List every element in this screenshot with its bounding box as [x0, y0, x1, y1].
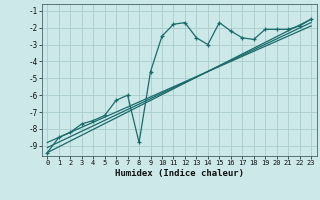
X-axis label: Humidex (Indice chaleur): Humidex (Indice chaleur): [115, 169, 244, 178]
